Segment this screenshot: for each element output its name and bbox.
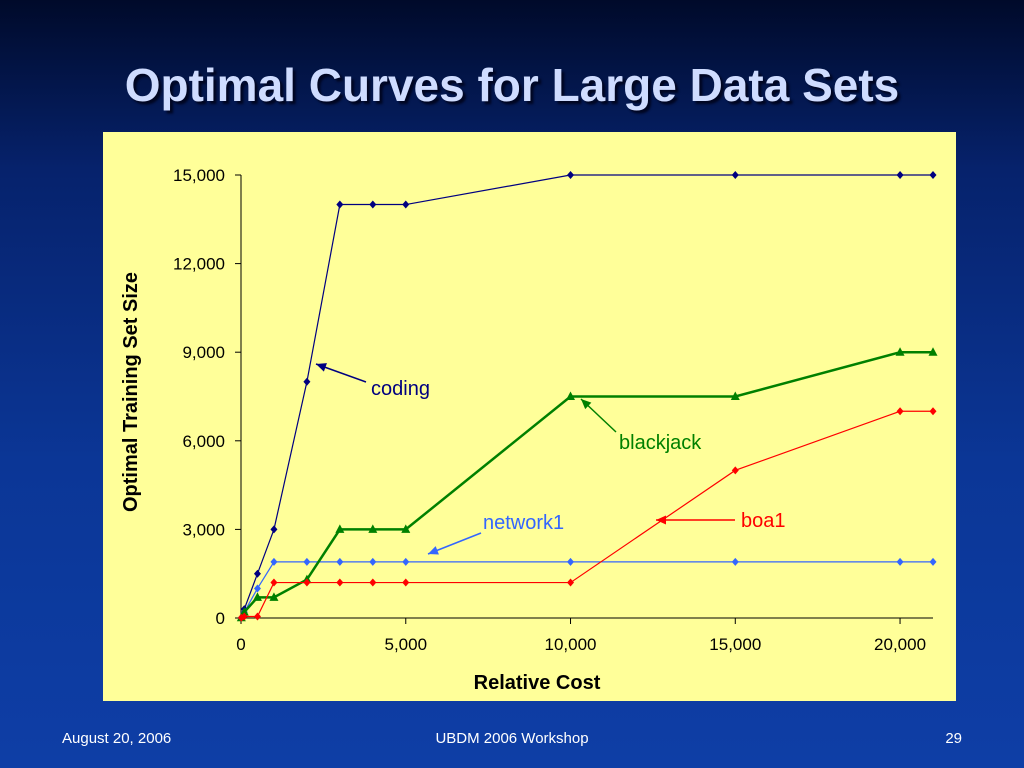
- data-point-boa1: [896, 407, 904, 416]
- data-point-network1: [270, 557, 278, 566]
- y-tick-label: 9,000: [182, 343, 225, 362]
- x-axis-title: Relative Cost: [474, 672, 601, 694]
- data-point-network1: [896, 557, 904, 566]
- data-point-coding: [402, 200, 410, 209]
- series-line-coding: [240, 174, 933, 618]
- footer-event: UBDM 2006 Workshop: [435, 730, 589, 747]
- annotation-label-coding: coding: [371, 378, 430, 400]
- slide-number: 29: [945, 730, 962, 747]
- x-tick-label: 15,000: [709, 635, 761, 654]
- data-point-boa1: [253, 612, 261, 621]
- data-point-coding: [253, 569, 261, 578]
- data-point-boa1: [336, 578, 344, 587]
- chart-panel: 0 3,000 6,000 9,000 12,000 15,000 0 5,000 10,000…: [103, 132, 956, 701]
- data-point-coding: [896, 171, 904, 179]
- line-chart: 0 3,000 6,000 9,000 12,000 15,000 0 5,000 10,000…: [120, 166, 938, 694]
- data-point-blackjack: [252, 592, 262, 601]
- series-boa1: [237, 407, 937, 622]
- data-point-network1: [336, 557, 344, 566]
- y-tick-label: 15,000: [173, 166, 225, 185]
- data-point-blackjack: [401, 524, 411, 533]
- data-point-boa1: [929, 407, 937, 416]
- annotation-arrowhead-network1: [428, 546, 439, 555]
- data-point-blackjack: [895, 347, 905, 356]
- y-tick-label: 3,000: [182, 520, 225, 539]
- annotation-label-blackjack: blackjack: [619, 432, 702, 454]
- data-point-blackjack: [566, 391, 576, 400]
- data-point-coding: [567, 171, 575, 179]
- data-point-coding: [303, 377, 311, 386]
- x-tick-label: 10,000: [545, 635, 597, 654]
- chart-annotations: coding blackjack network1 boa1: [315, 363, 786, 555]
- data-point-network1: [731, 557, 739, 566]
- data-point-coding: [336, 200, 344, 209]
- series-blackjack: [236, 347, 938, 622]
- data-point-blackjack: [239, 607, 249, 616]
- data-point-coding: [270, 525, 278, 534]
- chart-ticks: 0 3,000 6,000 9,000 12,000 15,000 0 5,000 10,000…: [173, 166, 926, 654]
- annotation-label-boa1: boa1: [741, 510, 786, 532]
- annotation-arrowhead-boa1: [656, 515, 666, 525]
- y-axis-title: Optimal Training Set Size: [120, 272, 142, 512]
- data-point-blackjack: [368, 524, 378, 533]
- x-tick-label: 20,000: [874, 635, 926, 654]
- slide-title: Optimal Curves for Large Data Sets: [124, 59, 900, 111]
- data-point-network1: [567, 557, 575, 566]
- y-tick-label: 12,000: [173, 255, 225, 274]
- data-point-boa1: [402, 578, 410, 587]
- chart-series: [236, 171, 938, 622]
- annotation-arrowhead-coding: [316, 363, 327, 372]
- footer-date: August 20, 2006: [62, 730, 172, 747]
- series-line-network1: [240, 561, 933, 618]
- data-point-blackjack: [269, 592, 279, 601]
- series-line-blackjack: [240, 350, 933, 619]
- data-point-boa1: [240, 612, 248, 621]
- data-point-boa1: [567, 578, 575, 587]
- data-point-network1: [253, 584, 261, 593]
- x-tick-label: 5,000: [384, 635, 427, 654]
- data-point-network1: [402, 557, 410, 566]
- series-coding: [237, 171, 937, 622]
- x-tick-label: 0: [236, 635, 245, 654]
- data-point-coding: [929, 171, 937, 179]
- series-line-boa1: [241, 410, 933, 619]
- series-network1: [237, 557, 937, 622]
- data-point-blackjack: [730, 391, 740, 400]
- data-point-blackjack: [335, 524, 345, 533]
- data-point-coding: [369, 200, 377, 209]
- data-point-network1: [369, 557, 377, 566]
- data-point-boa1: [303, 578, 311, 587]
- chart-axes: [240, 175, 933, 619]
- data-point-network1: [929, 557, 937, 566]
- data-point-boa1: [270, 578, 278, 587]
- data-point-coding: [731, 171, 739, 179]
- data-point-network1: [303, 557, 311, 566]
- y-tick-label: 0: [216, 609, 225, 628]
- data-point-blackjack: [928, 347, 938, 356]
- y-tick-label: 6,000: [182, 432, 225, 451]
- data-point-boa1: [369, 578, 377, 587]
- annotation-arrowhead-blackjack: [581, 399, 592, 410]
- data-point-boa1: [731, 466, 739, 475]
- annotation-label-network1: network1: [483, 512, 564, 534]
